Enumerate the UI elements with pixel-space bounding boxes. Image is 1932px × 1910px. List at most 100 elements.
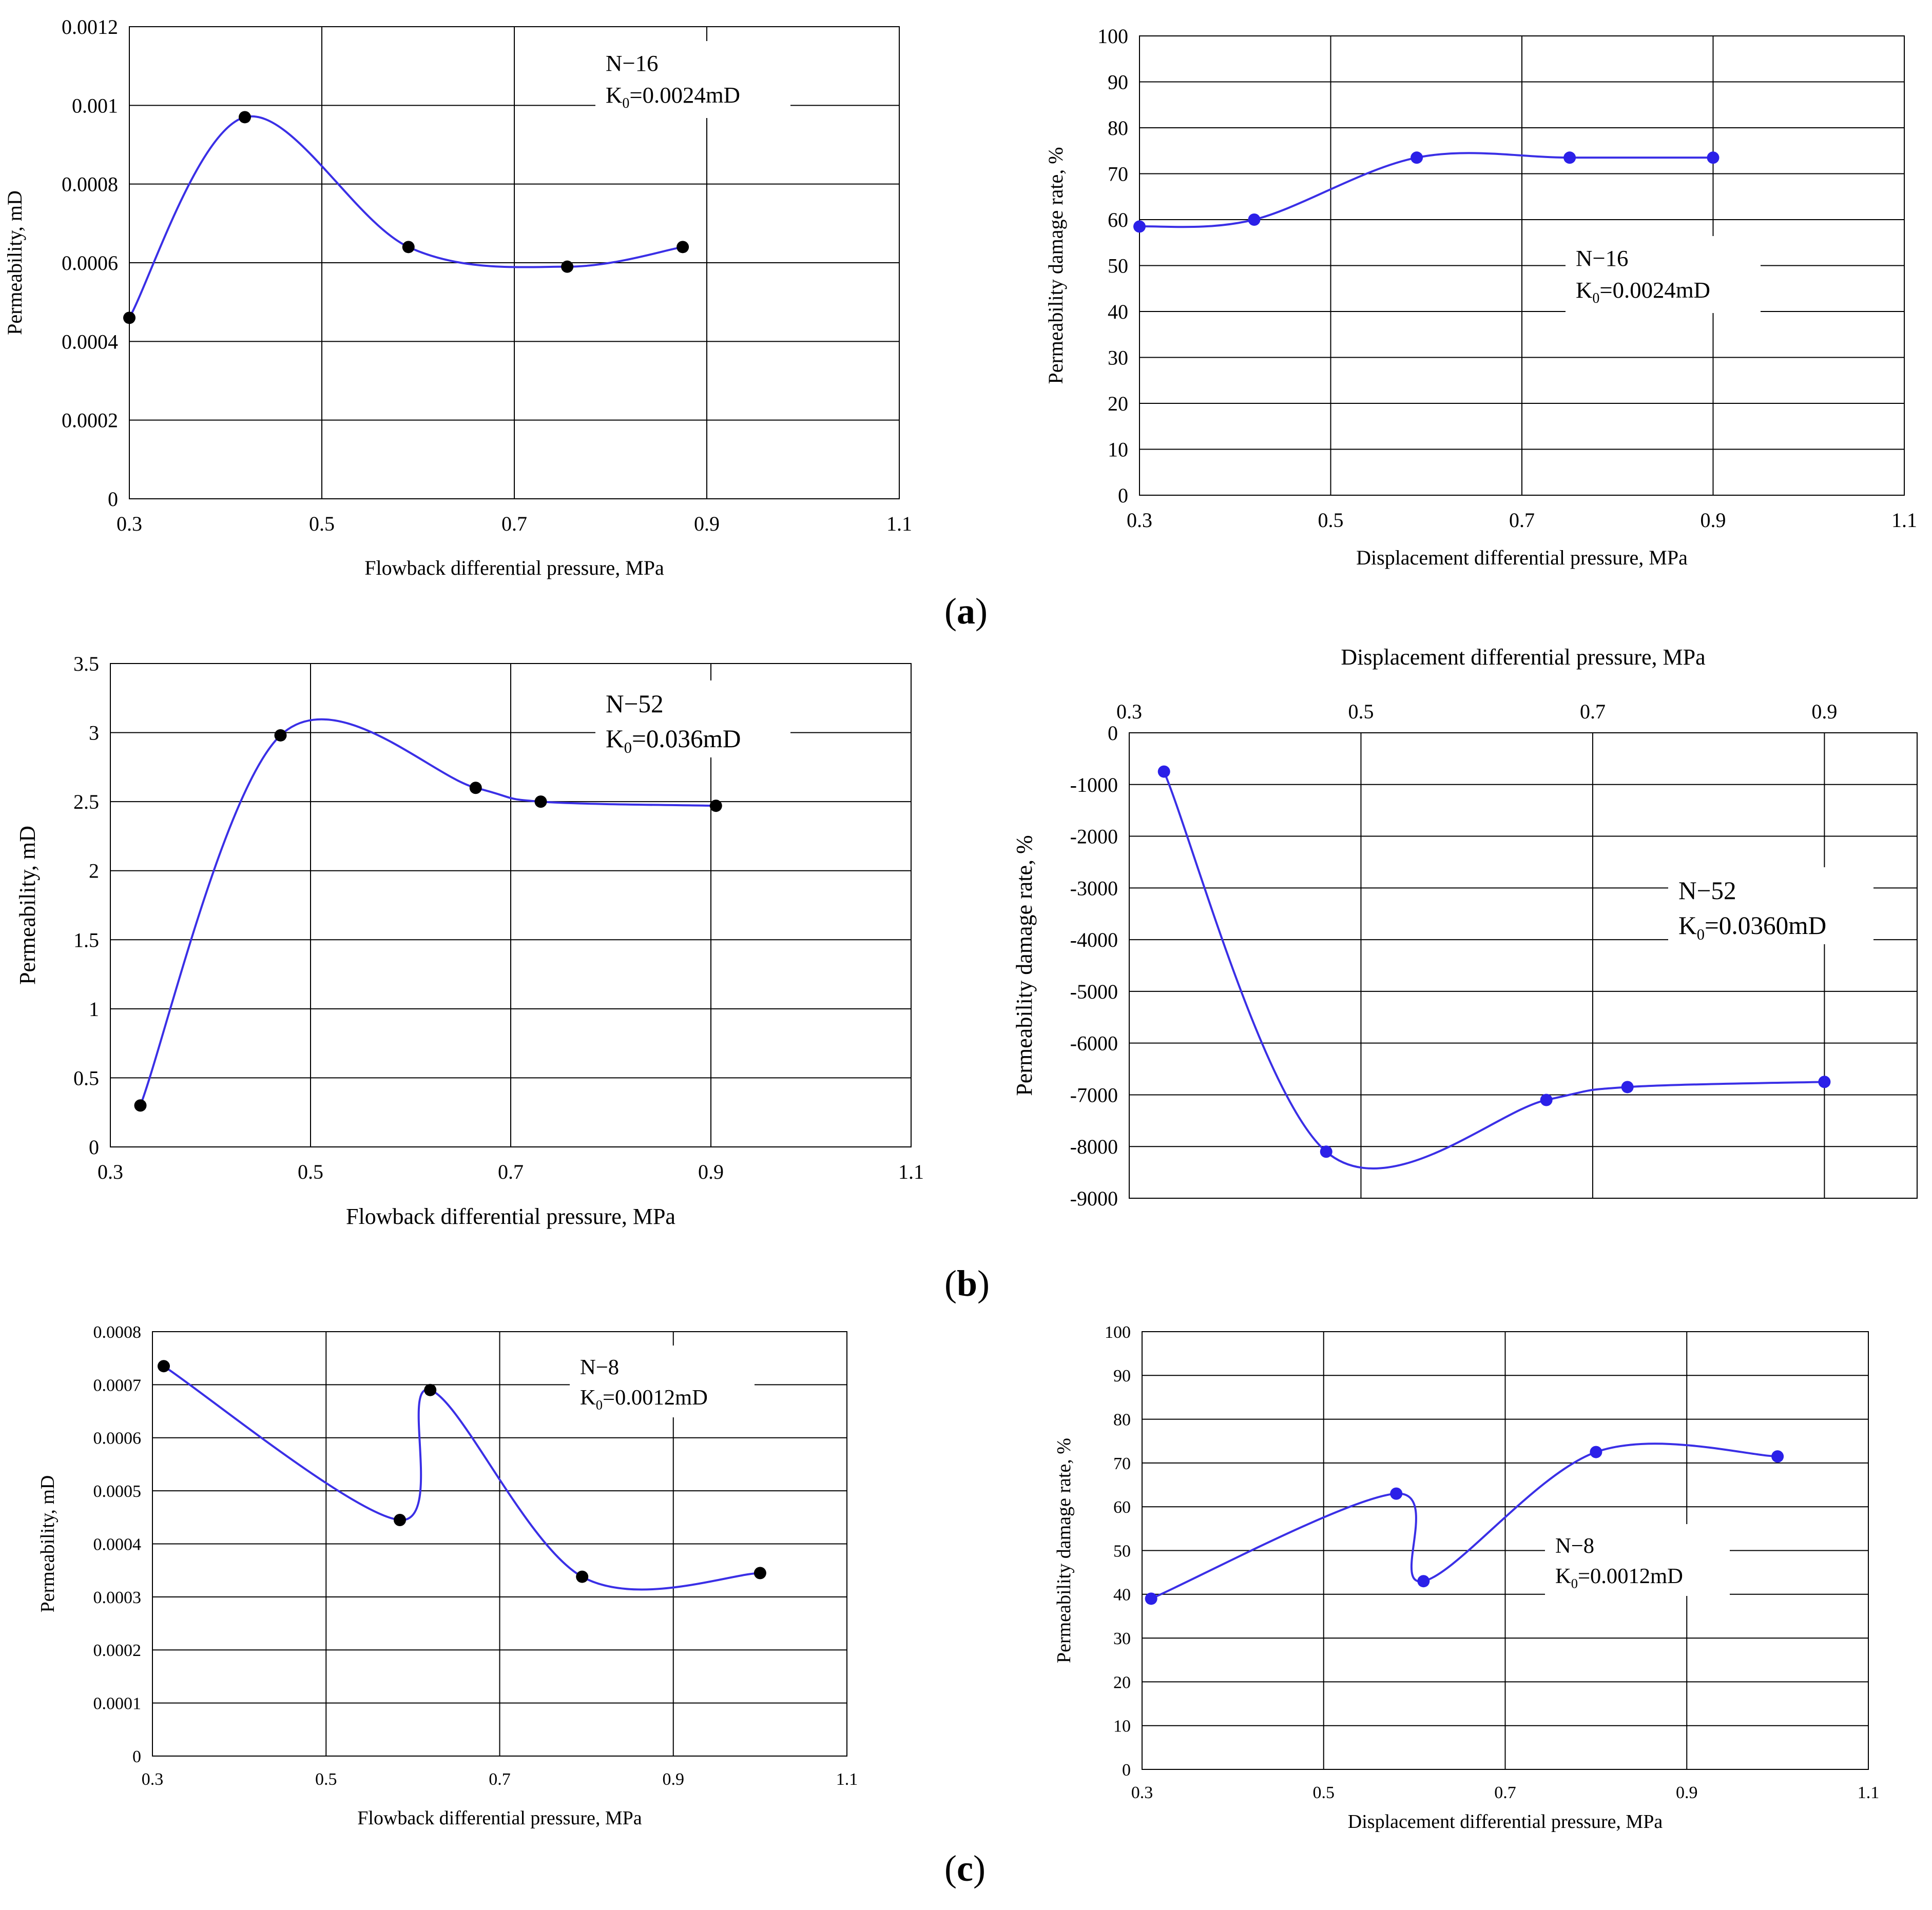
annotation-sample-name: N−52 [1678, 876, 1736, 905]
x-tick-label: 0.9 [698, 1160, 724, 1183]
y-tick-label: 30 [1113, 1629, 1131, 1648]
annotation-background [570, 1346, 755, 1417]
annotation-sample-name: N−16 [1576, 245, 1628, 271]
y-tick-label: 80 [1108, 116, 1128, 140]
y-tick-label: 0.5 [73, 1066, 99, 1089]
x-tick-label: 1.1 [886, 512, 912, 535]
x-tick-label: 1.1 [898, 1160, 924, 1183]
data-point [709, 800, 722, 812]
x-tick-label: 0.5 [315, 1770, 337, 1789]
y-tick-label: 0.0006 [62, 251, 118, 275]
data-point [1320, 1145, 1332, 1158]
x-axis-title: Displacement differential pressure, MPa [1356, 546, 1688, 569]
x-tick-label: 1.1 [1891, 509, 1917, 532]
annotation-background [595, 680, 790, 757]
data-point [1157, 765, 1170, 778]
x-tick-label: 0.7 [489, 1770, 511, 1789]
y-tick-label: 2.5 [73, 790, 99, 813]
annotation-k0: K0=0.0360mD [1678, 911, 1826, 943]
x-tick-label: 0.5 [1318, 509, 1344, 532]
y-tick-label: 0.001 [72, 94, 118, 117]
x-tick-label: 0.3 [117, 512, 142, 535]
y-tick-label: -4000 [1070, 928, 1118, 951]
y-tick-label: 0 [1108, 722, 1118, 745]
data-point [1145, 1592, 1157, 1605]
y-axis-title: Permeability, mD [3, 190, 26, 335]
annotation-background [1545, 1524, 1730, 1596]
y-tick-label: 0.0003 [93, 1588, 142, 1607]
annotation-k0: K0=0.0012mD [580, 1386, 708, 1413]
y-tick-label: 0 [108, 488, 118, 511]
y-tick-label: 90 [1108, 71, 1128, 94]
annotation-sample-name: N−52 [606, 690, 664, 718]
y-axis-title: Permeability, mD [15, 826, 40, 985]
plot-frame [1129, 732, 1918, 1199]
y-tick-label: 50 [1108, 255, 1128, 278]
annotation-k0: K0=0.0024mD [1576, 277, 1710, 306]
chart-b-right: 0 -1000 -2000 -3000 -4000 -5000 -6000 -7000 -800… [1012, 645, 1918, 1210]
x-tick-label: 1.1 [836, 1770, 858, 1789]
data-point [561, 260, 574, 273]
x-tick-label: 0.7 [1494, 1783, 1516, 1802]
x-axis-title: Flowback differential pressure, MPa [346, 1204, 675, 1229]
y-tick-label: 0 [1122, 1761, 1131, 1780]
x-tick-label: 0.9 [1811, 700, 1837, 723]
x-tick-label: 0.5 [1348, 700, 1374, 723]
x-tick-label: 0.3 [142, 1770, 164, 1789]
y-tick-label: 40 [1108, 300, 1128, 323]
y-tick-label: 60 [1113, 1498, 1131, 1517]
y-tick-label: 20 [1113, 1673, 1131, 1692]
y-tick-label: 1.5 [73, 928, 99, 951]
y-tick-label: 1 [89, 998, 99, 1021]
y-tick-label: 10 [1113, 1717, 1131, 1736]
x-tick-label: 0.3 [1131, 1783, 1153, 1802]
x-tick-label: 0.9 [1701, 509, 1726, 532]
x-tick-label: 0.3 [98, 1160, 123, 1183]
y-tick-label: 80 [1113, 1411, 1131, 1430]
x-tick-label: 0.7 [1580, 700, 1606, 723]
x-tick-label: 0.7 [498, 1160, 524, 1183]
data-point [134, 1099, 147, 1112]
y-tick-label: 0 [89, 1136, 99, 1159]
y-tick-label: 0.0005 [93, 1482, 142, 1501]
y-tick-label: 0 [132, 1747, 141, 1766]
chart-c-right: 0 10 20 30 40 50 60 70 80 90 100 0.3 0.5 0.7 0.9 1.1 Dis… [1053, 1323, 1879, 1833]
data-point [1707, 151, 1720, 164]
series-curve [1163, 771, 1825, 1170]
y-tick-label: 40 [1113, 1586, 1131, 1605]
data-point [754, 1567, 766, 1580]
data-point [394, 1513, 407, 1526]
y-tick-label: -9000 [1070, 1187, 1118, 1210]
data-point [1417, 1575, 1430, 1588]
x-axis-title: Displacement differential pressure, MPa [1348, 1811, 1663, 1833]
y-tick-label: -2000 [1070, 825, 1118, 848]
annotation-background [1566, 236, 1761, 313]
y-tick-label: 100 [1097, 25, 1128, 48]
x-tick-label: 0.7 [501, 512, 527, 535]
x-tick-label: 0.9 [694, 512, 720, 535]
annotation-k0: K0=0.0024mD [606, 82, 740, 111]
data-point [534, 795, 547, 808]
annotation-background [595, 41, 790, 118]
y-tick-label: 0.0008 [62, 173, 118, 196]
panel-label-c: (c) [944, 1848, 986, 1889]
data-point [677, 241, 689, 254]
annotation-label: N−8 K0=0.0012mD [1545, 1524, 1730, 1596]
y-tick-label: 0 [1118, 484, 1128, 507]
y-axis-title: Permeability, mD [37, 1475, 59, 1613]
y-tick-label: 100 [1105, 1323, 1131, 1342]
y-axis-title: Permeability damage rate, % [1044, 147, 1067, 384]
annotation-label: N−16 K0=0.0024mD [1566, 236, 1761, 313]
data-point [469, 782, 482, 794]
series-curve [139, 718, 716, 1106]
y-tick-label: 0.0002 [62, 409, 118, 432]
y-tick-label: -8000 [1070, 1135, 1118, 1158]
y-tick-label: 3 [89, 722, 99, 745]
x-tick-label: 1.1 [1858, 1783, 1880, 1802]
y-axis-title: Permeability damage rate, % [1012, 835, 1037, 1096]
y-tick-label: 20 [1108, 392, 1128, 415]
x-tick-label: 0.7 [1509, 509, 1535, 532]
series-curve [128, 115, 683, 319]
x-tick-label: 0.9 [1676, 1783, 1698, 1802]
